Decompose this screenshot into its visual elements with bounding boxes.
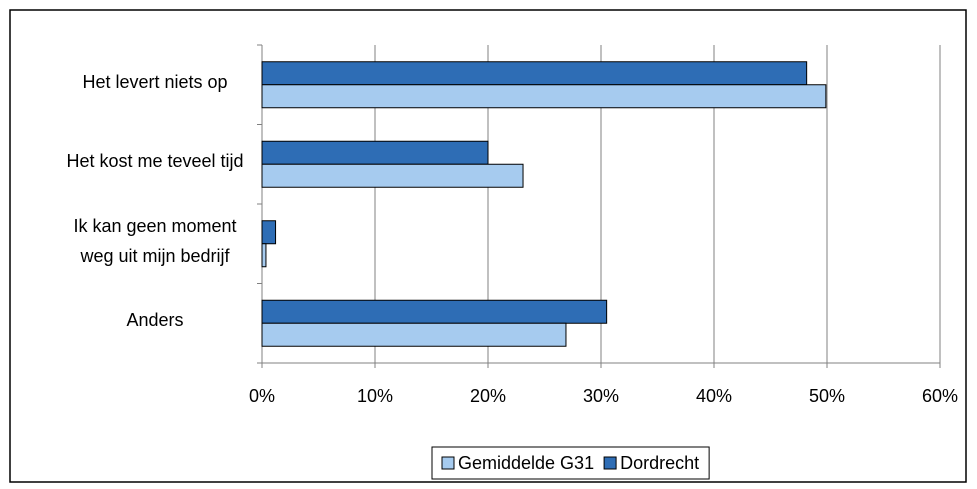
bar — [261, 140, 489, 165]
y-tick-label: Ik kan geen moment weg uit mijn bedrijf — [73, 215, 237, 266]
bar — [261, 322, 567, 347]
y-tick-label: Het levert niets op — [82, 71, 228, 92]
x-tick-label: 60% — [922, 386, 958, 406]
legend-label: Dordrecht — [620, 453, 699, 473]
x-tick-label: 20% — [470, 386, 506, 406]
bar — [261, 299, 608, 324]
legend-swatch — [603, 456, 617, 470]
y-tick-label: Het kost me teveel tijd — [66, 151, 244, 172]
bar — [261, 61, 808, 86]
legend-box — [431, 446, 710, 480]
x-tick-label: 40% — [696, 386, 732, 406]
x-tick-label: 30% — [583, 386, 619, 406]
bar — [261, 243, 267, 268]
y-tick-label: Anders — [126, 310, 184, 331]
x-tick-label: 10% — [357, 386, 393, 406]
x-tick-label: 0% — [249, 386, 275, 406]
legend-label: Gemiddelde G31 — [458, 453, 594, 473]
bar — [261, 220, 277, 245]
legend-swatch — [441, 456, 455, 470]
bar — [261, 84, 827, 109]
bar — [261, 163, 524, 188]
x-tick-label: 50% — [809, 386, 845, 406]
